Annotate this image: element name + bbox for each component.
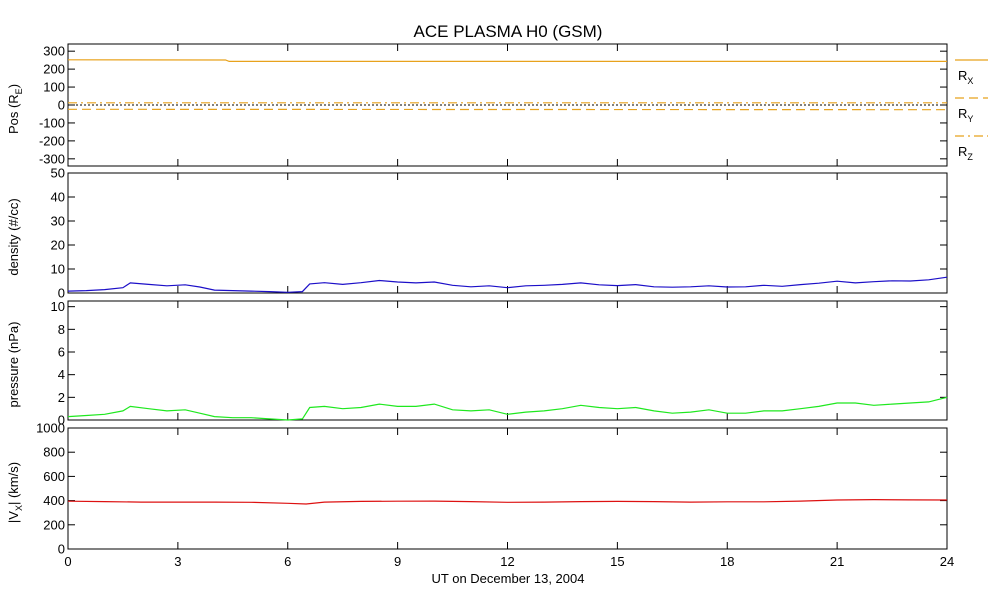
chart-title: ACE PLASMA H0 (GSM) [414,22,603,41]
y-tick-label: 800 [43,445,65,460]
y-tick-label: 30 [51,214,65,229]
series-line-pressure [67,396,948,421]
legend-label-RX: RX [958,68,973,86]
x-tick-label: 21 [830,554,844,569]
y-tick-label: 200 [43,517,65,532]
y-tick-label: 40 [51,190,65,205]
x-axis-label: UT on December 13, 2004 [432,571,585,586]
x-tick-label: 12 [500,554,514,569]
x-tick-label: 0 [64,554,71,569]
y-tick-label: 0 [58,542,65,557]
y-axis-label: |VX| (km/s) [6,462,24,523]
y-axis-label: pressure (nPa) [6,322,21,408]
y-tick-label: 0 [58,98,65,113]
panel-2: 0 10 20 30 40 50 density (#/cc) [6,166,948,301]
panel-4: 0 200 400 600 800 1000 0 3 6 9 12 15 18 21 24 |VX| (km/… [6,421,954,570]
y-tick-label: 0 [58,286,65,301]
x-tick-label: 18 [720,554,734,569]
x-tick-label: 9 [394,554,401,569]
y-tick-label: -300 [39,151,65,166]
legend-label-RY: RY [958,106,973,124]
series-line-RX [67,59,947,63]
panel-frame [67,300,948,421]
legend-label-RZ: RZ [958,144,973,162]
y-tick-label: 6 [58,345,65,360]
y-tick-label: 2 [58,390,65,405]
y-tick-label: -100 [39,115,65,130]
y-tick-label: 1000 [36,421,65,436]
y-tick-label: 10 [51,262,65,277]
panel-1: 300 200 100 0 -100 -200 -300 Pos (RE) RX RY RZ [6,43,988,167]
y-tick-label: 400 [43,493,65,508]
y-tick-label: 50 [51,166,65,181]
y-axis-label: Pos (RE) [6,84,24,134]
y-tick-label: 0 [58,413,65,428]
y-tick-label: 20 [51,238,65,253]
y-tick-label: 100 [43,80,65,95]
series-line-density [67,276,948,293]
panel-frame [67,43,948,167]
y-tick-label: -200 [39,133,65,148]
y-tick-label: 300 [43,44,65,59]
x-tick-label: 6 [284,554,291,569]
x-tick-label: 24 [940,554,954,569]
y-tick-label: 600 [43,469,65,484]
y-tick-label: 10 [51,299,65,314]
y-tick-label: 4 [58,367,65,382]
y-tick-label: 200 [43,62,65,77]
panel-frame [67,427,948,550]
y-axis-label: density (#/cc) [6,198,21,275]
x-tick-label: 3 [174,554,181,569]
y-tick-label: 8 [58,322,65,337]
panel-3: 0 2 4 6 8 10 pressure (nPa) [6,299,948,428]
x-tick-label: 15 [610,554,624,569]
panel-frame [67,172,948,294]
series-line-|Vx| [67,498,948,505]
